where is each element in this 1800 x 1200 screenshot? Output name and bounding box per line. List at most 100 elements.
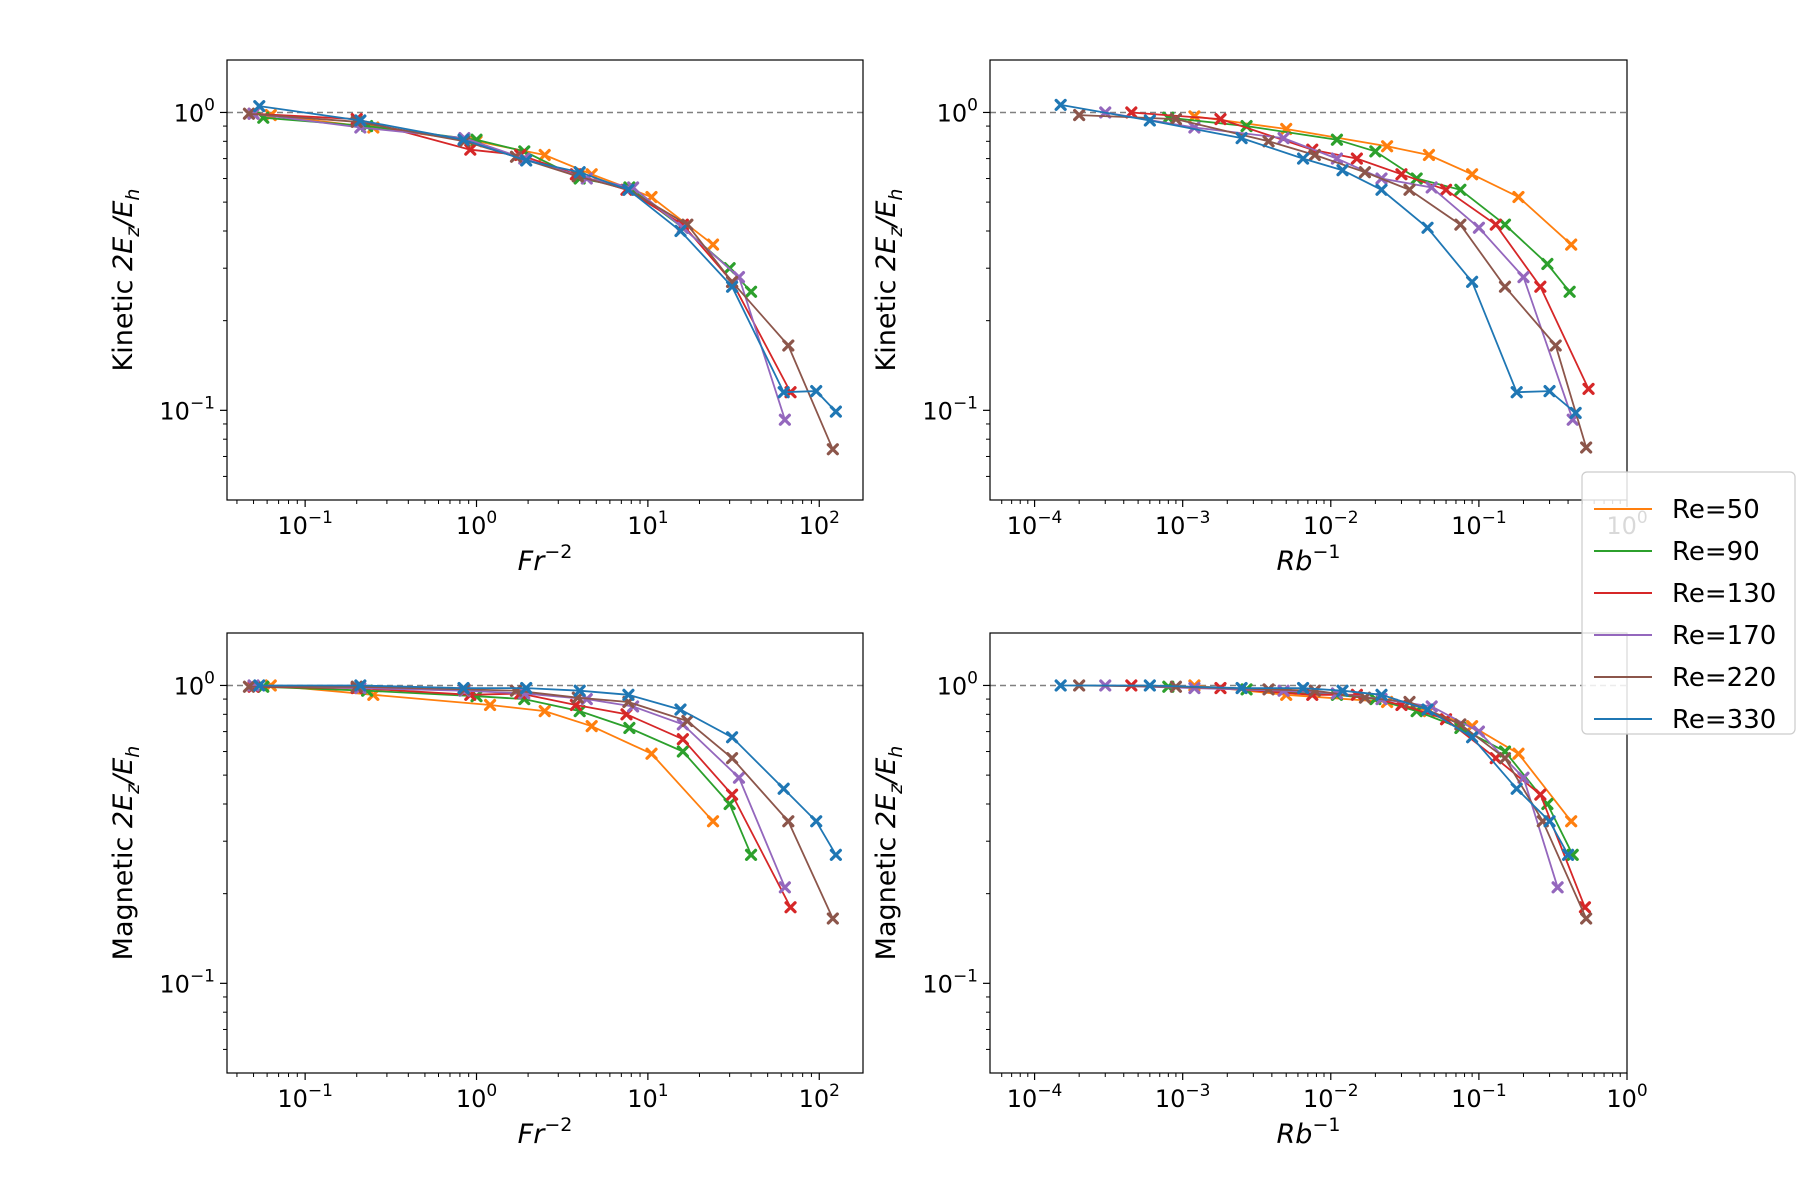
data-point [622, 183, 635, 196]
data-point [573, 684, 586, 697]
data-point [1489, 218, 1502, 231]
x-tick-label: 10−4 [1007, 508, 1063, 540]
x-tick-label-exponent: 0 [486, 1081, 497, 1101]
data-point [1517, 271, 1530, 284]
x-tick-label-base: 10 [627, 1085, 658, 1113]
y-axis-label-sub: h [122, 189, 144, 201]
data-point [725, 280, 739, 293]
series-line [263, 116, 752, 293]
data-point [1054, 98, 1067, 112]
series-re-330 [253, 100, 842, 418]
series-line [1079, 114, 1588, 448]
series-re-220 [242, 680, 839, 925]
data-point [1512, 747, 1525, 760]
y-axis-label-sub: h [122, 746, 144, 758]
series-re-220 [1073, 679, 1593, 925]
series-re-170 [247, 107, 791, 426]
data-point [681, 714, 694, 728]
x-tick-label-exponent: −2 [1334, 1081, 1359, 1101]
data-point [1214, 112, 1227, 126]
data-point [826, 443, 839, 456]
x-tick-label-base: 10 [1451, 1085, 1482, 1113]
y-axis-label-sub: z [885, 226, 907, 238]
y-axis-label-sub: z [122, 783, 144, 795]
axes-frame [226, 59, 864, 501]
series-re-330 [1054, 679, 1575, 861]
x-tick-label-exponent: 2 [829, 1081, 840, 1101]
data-point [1235, 681, 1248, 695]
series-re-220 [242, 107, 839, 456]
data-point [1466, 168, 1479, 181]
data-point [674, 703, 687, 716]
series-re-170 [1099, 106, 1579, 426]
series-re-90 [1162, 680, 1579, 861]
data-point [1125, 106, 1138, 119]
data-point [676, 745, 689, 758]
x-tick-label-exponent: −4 [1037, 1081, 1062, 1101]
data-point [1421, 703, 1434, 716]
data-point [538, 705, 551, 718]
x-tick-label-exponent: 2 [829, 508, 840, 528]
y-axis-label-prefix: Magnetic [108, 828, 139, 960]
x-tick-label-base: 10 [1155, 512, 1186, 540]
data-point [1422, 148, 1436, 162]
series-re-220 [1073, 108, 1593, 454]
x-axis-label-base: Rb [1277, 546, 1313, 577]
y-axis-label-expr: 2E [871, 794, 902, 828]
y-axis-label-denominator: /E [871, 758, 902, 786]
y-tick-label: 10−1 [159, 966, 215, 998]
y-tick-label-base: 10 [937, 99, 968, 127]
series-line [248, 685, 834, 919]
data-point [1375, 183, 1388, 196]
data-point [354, 114, 367, 127]
legend-label: Re=330 [1672, 705, 1776, 735]
x-tick-label-base: 10 [799, 1085, 830, 1113]
x-tick-label: 10−3 [1155, 508, 1211, 540]
y-axis-label-denominator: /E [108, 201, 139, 229]
data-point [585, 720, 598, 733]
data-point [777, 386, 790, 399]
y-tick-label: 100 [174, 95, 215, 127]
series-re-50 [264, 679, 720, 828]
data-point [706, 815, 720, 828]
y-axis-label-expr: 2E [108, 237, 139, 271]
data-point [782, 339, 795, 352]
data-point [253, 100, 266, 113]
data-point [242, 107, 256, 120]
data-point [1395, 168, 1408, 181]
data-point [1543, 815, 1556, 828]
x-tick-label: 10−1 [1451, 1081, 1507, 1113]
x-tick-label-base: 10 [1451, 512, 1482, 540]
data-point [1565, 815, 1578, 828]
series-line [1131, 684, 1586, 908]
data-point [1510, 782, 1523, 795]
y-tick-label: 100 [937, 95, 978, 127]
x-tick-label-base: 10 [1007, 1085, 1038, 1113]
data-point [457, 681, 470, 695]
x-tick-label: 100 [456, 508, 497, 540]
y-tick-label-exponent: −1 [190, 966, 215, 986]
data-point [732, 771, 746, 784]
data-point [826, 912, 839, 925]
x-tick-label: 10−1 [277, 1081, 333, 1113]
y-tick-label-exponent: 0 [967, 668, 978, 688]
data-point [744, 848, 758, 861]
data-point [1143, 679, 1156, 692]
data-point [1143, 114, 1156, 127]
x-axis-label-exponent: −2 [544, 541, 572, 563]
data-point [674, 224, 687, 238]
legend-label: Re=90 [1672, 537, 1760, 567]
data-point [1308, 148, 1321, 162]
data-point [1580, 912, 1593, 925]
data-point [1262, 135, 1275, 148]
data-point [778, 413, 791, 426]
axes-frame [226, 632, 864, 1074]
data-point [1543, 385, 1556, 398]
series-re-130 [1125, 106, 1595, 396]
data-point [1454, 183, 1467, 196]
series-re-170 [1099, 679, 1564, 894]
y-axis-label: Kinetic 2Ez/Eh [108, 189, 144, 372]
data-point [810, 815, 823, 828]
data-point [1421, 221, 1434, 234]
data-point [1169, 112, 1183, 126]
